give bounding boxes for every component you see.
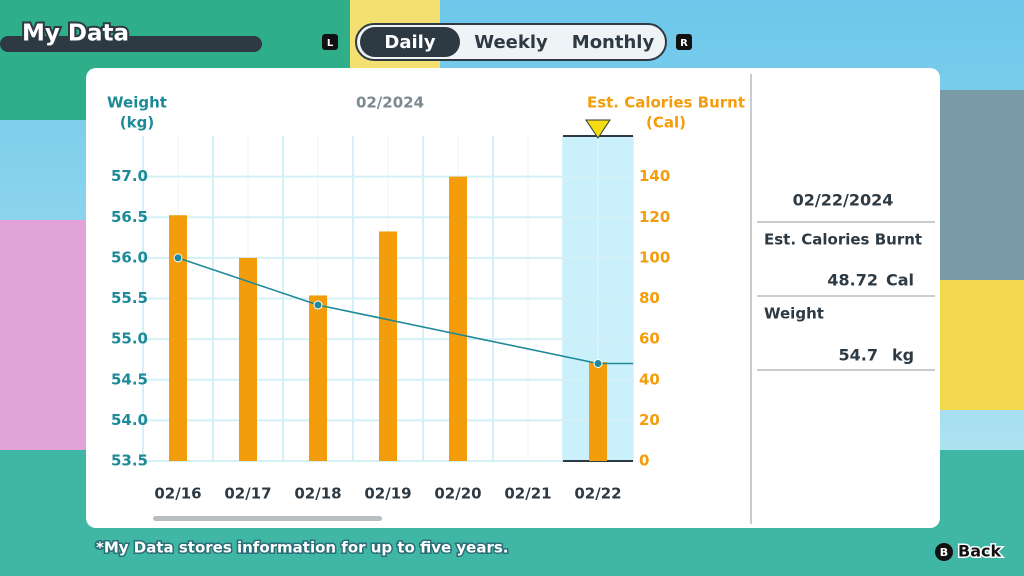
y-tick-label: 57.0: [111, 167, 148, 185]
line-point: [173, 253, 183, 263]
bg-building: [940, 90, 1024, 280]
y-tick-label: 55.0: [111, 330, 148, 348]
x-tick-label: 02/20: [434, 485, 481, 503]
tabs: Daily Weekly Monthly: [360, 27, 654, 57]
bar: [379, 231, 397, 461]
detail-date: 02/22/2024: [793, 191, 894, 210]
bar: [239, 257, 257, 461]
y2-axis-title: Est. Calories Burnt: [587, 94, 745, 112]
bar: [309, 295, 327, 461]
x-tick-label: 02/16: [154, 485, 201, 503]
y2-tick-label: 100: [639, 248, 670, 266]
x-tick-label: 02/22: [574, 485, 621, 503]
x-tick-label: 02/21: [504, 485, 551, 503]
y2-tick-label: 60: [639, 330, 660, 348]
shoulder-button: [322, 34, 338, 50]
y2-axis-unit: (Cal): [646, 114, 686, 132]
x-tick-label: 02/19: [364, 485, 411, 503]
tab[interactable]: Daily: [384, 32, 435, 53]
shoulder-button: [676, 34, 692, 50]
bar: [169, 215, 187, 461]
tab[interactable]: Weekly: [474, 32, 548, 53]
tab-active-bg[interactable]: [360, 27, 460, 57]
detail-unit: kg: [892, 346, 914, 365]
y-tick-label: 54.5: [111, 370, 148, 388]
y2-tick-label: 120: [639, 208, 670, 226]
chart-title: 02/2024: [356, 94, 424, 112]
y-tick-label: 56.5: [111, 208, 148, 226]
line-point: [313, 300, 323, 310]
detail-value: 54.7: [839, 346, 878, 365]
shoulder-button-label: L: [327, 38, 334, 49]
detail-label: Est. Calories Burnt: [764, 231, 922, 249]
y-tick-label: 56.0: [111, 248, 148, 266]
scrollbar[interactable]: [153, 516, 382, 521]
screen-title: My Data: [22, 21, 129, 47]
selected-marker: [585, 119, 611, 139]
back-button-icon[interactable]: [935, 543, 953, 561]
y-tick-label: 55.5: [111, 289, 148, 307]
bg-block: [0, 220, 90, 450]
bar: [589, 362, 607, 461]
y2-tick-label: 80: [639, 289, 660, 307]
shoulder-button-label: R: [680, 38, 688, 49]
back-button-label[interactable]: Back: [957, 540, 1003, 562]
y-tick-label: 53.5: [111, 452, 148, 470]
back-button-key[interactable]: B: [940, 546, 948, 559]
detail-unit: Cal: [886, 271, 914, 290]
y2-tick-label: 0: [639, 452, 649, 470]
y-tick-label: 54.0: [111, 411, 148, 429]
title-bar: [0, 36, 262, 52]
bar: [449, 176, 467, 461]
line-point: [593, 359, 603, 368]
bg-block: [935, 280, 1024, 410]
detail-value: 48.72: [827, 271, 878, 290]
x-tick-label: 02/17: [224, 485, 271, 503]
y2-tick-label: 140: [639, 167, 670, 185]
tab[interactable]: Monthly: [572, 32, 655, 53]
detail-label: Weight: [764, 305, 824, 323]
chart: 53.5 54.0 54.5 55.0 55.5 56.0 56.5 57.0 0 20 40 60 8…: [111, 119, 670, 503]
y-axis-title: Weight: [107, 94, 167, 112]
y2-tick-label: 20: [639, 411, 660, 429]
y-axis-unit: (kg): [120, 114, 154, 132]
footer-note: *My Data stores information for up to fi…: [96, 539, 508, 557]
y2-tick-label: 40: [639, 370, 660, 388]
x-tick-label: 02/18: [294, 485, 341, 503]
